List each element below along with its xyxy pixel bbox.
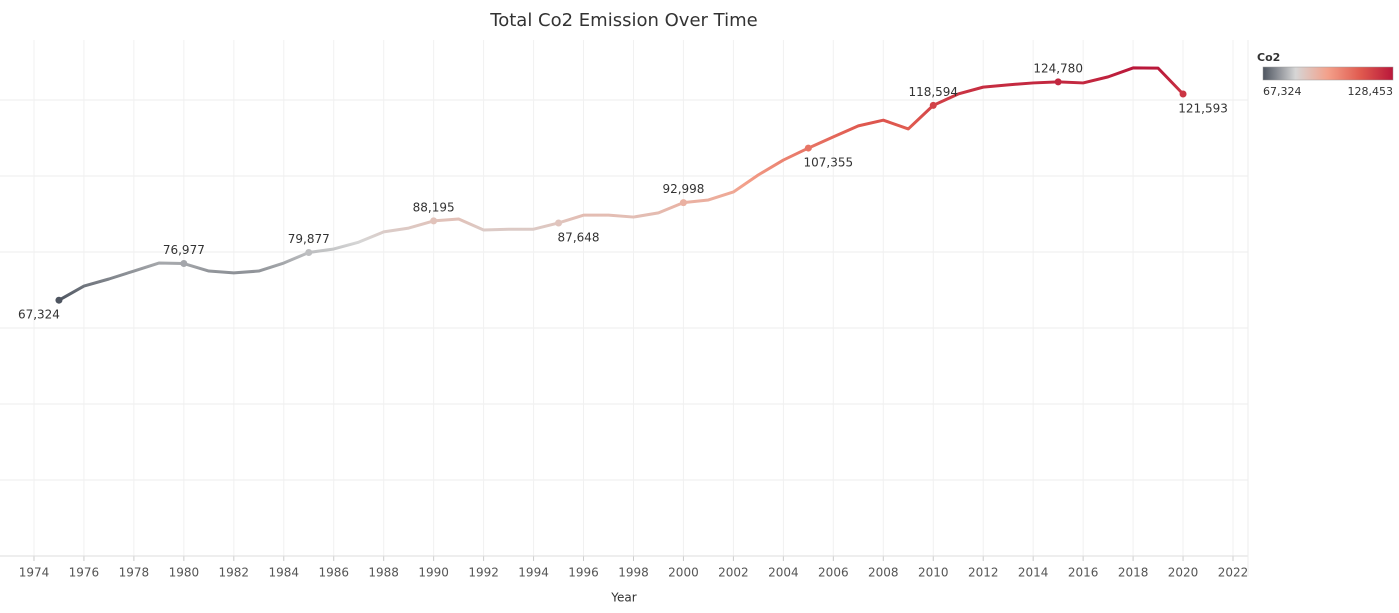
x-tick-label: 2004	[768, 566, 799, 580]
value-label: 88,195	[413, 200, 455, 214]
legend-min-label: 67,324	[1263, 85, 1302, 98]
x-tick-label: 2006	[818, 566, 849, 580]
x-tick-label: 2002	[718, 566, 749, 580]
x-tick-label: 1992	[468, 566, 499, 580]
x-tick-label: 1994	[518, 566, 549, 580]
point	[55, 296, 63, 304]
legend-ramp	[1262, 66, 1394, 81]
x-tick-label: 1984	[268, 566, 299, 580]
value-label: 92,998	[662, 182, 704, 196]
legend-title: Co2	[1257, 51, 1280, 64]
x-tick-label: 1982	[219, 566, 250, 580]
x-tick-label: 1986	[318, 566, 349, 580]
x-tick-label: 2012	[968, 566, 999, 580]
x-tick-label: 2010	[918, 566, 949, 580]
value-label: 67,324	[18, 308, 60, 322]
line	[58, 66, 1185, 302]
point	[679, 199, 687, 207]
x-tick-label: 2018	[1118, 566, 1149, 580]
value-label: 107,355	[804, 156, 854, 170]
x-tick-label: 1980	[169, 566, 200, 580]
value-label: 124,780	[1033, 61, 1083, 75]
x-tick-label: 2022	[1218, 566, 1249, 580]
point	[430, 217, 438, 225]
legend-max-label: 128,453	[1348, 85, 1394, 98]
value-label: 121,593	[1178, 101, 1228, 115]
x-tick-label: 1988	[368, 566, 399, 580]
x-tick-label: 1998	[618, 566, 649, 580]
value-label: 118,594	[908, 85, 958, 99]
point	[305, 248, 313, 256]
x-tick-label: 2020	[1168, 566, 1199, 580]
x-tick-label: 1996	[568, 566, 599, 580]
point	[555, 219, 563, 227]
x-tick-label: 1974	[19, 566, 50, 580]
x-tick-label: 1976	[69, 566, 100, 580]
point	[180, 260, 188, 268]
x-axis-title: Year	[610, 591, 636, 605]
x-tick-label: 2008	[868, 566, 899, 580]
point	[1179, 90, 1187, 98]
x-tick-label: 2014	[1018, 566, 1049, 580]
point	[804, 144, 812, 152]
x-tick-label: 1990	[418, 566, 449, 580]
x-tick-label: 1978	[119, 566, 150, 580]
chart-title: Total Co2 Emission Over Time	[489, 10, 757, 31]
point	[1054, 78, 1062, 86]
value-label: 76,977	[163, 243, 205, 257]
x-tick-label: 2000	[668, 566, 699, 580]
value-label: 87,648	[558, 230, 600, 244]
point	[929, 101, 937, 109]
value-label: 79,877	[288, 232, 330, 246]
x-tick-label: 2016	[1068, 566, 1099, 580]
